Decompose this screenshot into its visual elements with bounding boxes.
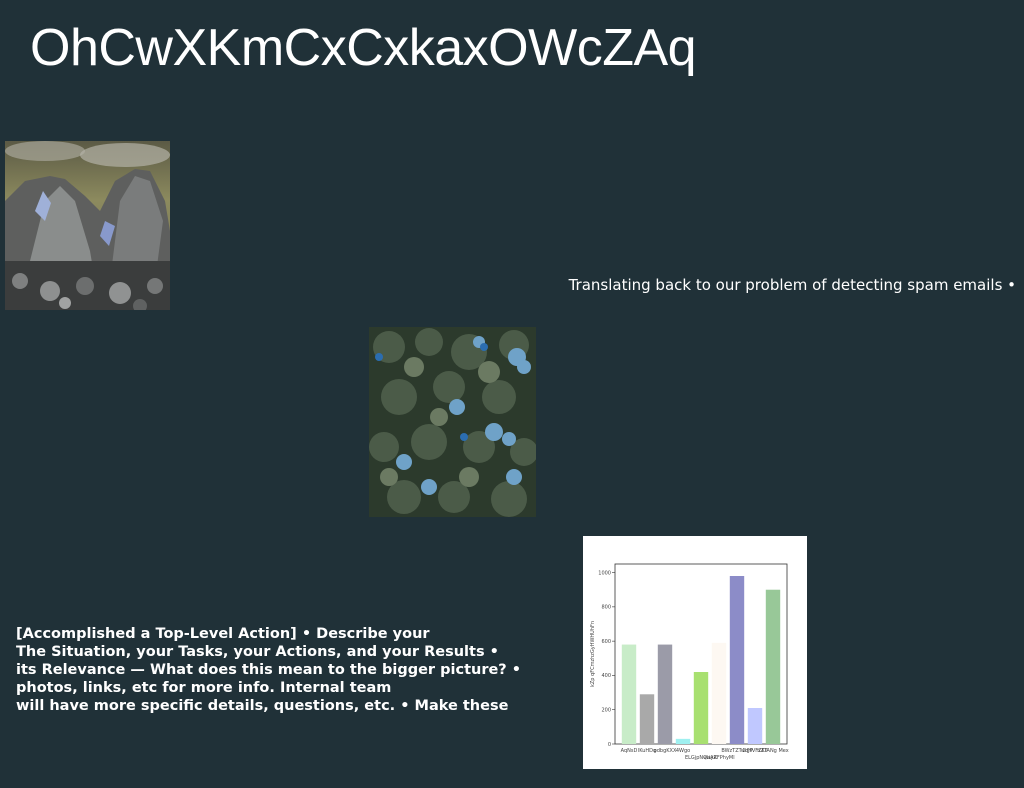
x-tick-label: AqNsD bbox=[621, 748, 638, 754]
caption-text: Translating back to our problem of detec… bbox=[568, 276, 1016, 294]
x-tick-label: nZTANg Mex bbox=[757, 748, 788, 754]
bar-4Wgo bbox=[675, 738, 691, 744]
x-tick-label: BWzTZTwqJP bbox=[721, 748, 752, 754]
y-tick-label: 0 bbox=[608, 742, 611, 748]
bar-lKuHDq bbox=[639, 694, 655, 744]
bar-chart: kZp qFCmzhzGyHWHUhFn 0 200 400 600 800 1000 Aq… bbox=[583, 536, 807, 769]
bullet-list: [Accomplished a Top-Level Action] • Desc… bbox=[16, 625, 571, 715]
y-tick-label: 400 bbox=[601, 673, 611, 679]
bullet-line: The Situation, your Tasks, your Actions,… bbox=[16, 644, 499, 660]
bar-ELGjpNQaAR bbox=[693, 672, 709, 744]
x-tick-label: ELGjpNQaAR bbox=[685, 755, 718, 761]
bar-AqNsD bbox=[621, 644, 637, 744]
bar-DfHVFZKT bbox=[747, 708, 763, 744]
forest-photo bbox=[369, 327, 536, 517]
y-tick-label: 200 bbox=[601, 708, 611, 714]
bullet-line: its Relevance — What does this mean to t… bbox=[16, 662, 522, 678]
slide-title: OhCwXKmCxCxkaxOWcZAq bbox=[30, 19, 697, 77]
mountain-photo bbox=[5, 141, 170, 310]
bullet-line: photos, links, etc for more info. Intern… bbox=[16, 680, 392, 696]
x-tick-label: DfHVFZKT bbox=[742, 748, 768, 754]
x-tick-label: vLiyZFPhyMl bbox=[703, 755, 734, 761]
bar-pdbgKXX bbox=[657, 644, 673, 744]
x-tick-label: lKuHDq bbox=[638, 748, 656, 754]
y-tick-label: 1000 bbox=[598, 570, 611, 576]
y-tick-label: 800 bbox=[601, 605, 611, 611]
bullet-line: will have more specific details, questio… bbox=[16, 698, 509, 714]
bar-BWzTZTwqJP bbox=[729, 576, 745, 744]
bar-vLiyZFPhyMl bbox=[711, 642, 727, 744]
bar-nZTANg Mex bbox=[765, 589, 781, 744]
x-tick-label: pdbgKXX bbox=[654, 748, 677, 754]
bullet-line: [Accomplished a Top-Level Action] • Desc… bbox=[16, 626, 430, 642]
y-tick-label: 600 bbox=[601, 639, 611, 645]
bar-chart-svg: kZp qFCmzhzGyHWHUhFn 0 200 400 600 800 1000 Aq… bbox=[590, 563, 789, 761]
x-tick-label: 4Wgo bbox=[676, 748, 690, 754]
y-axis-label: kZp qFCmzhzGyHWHUhFn bbox=[590, 621, 596, 687]
